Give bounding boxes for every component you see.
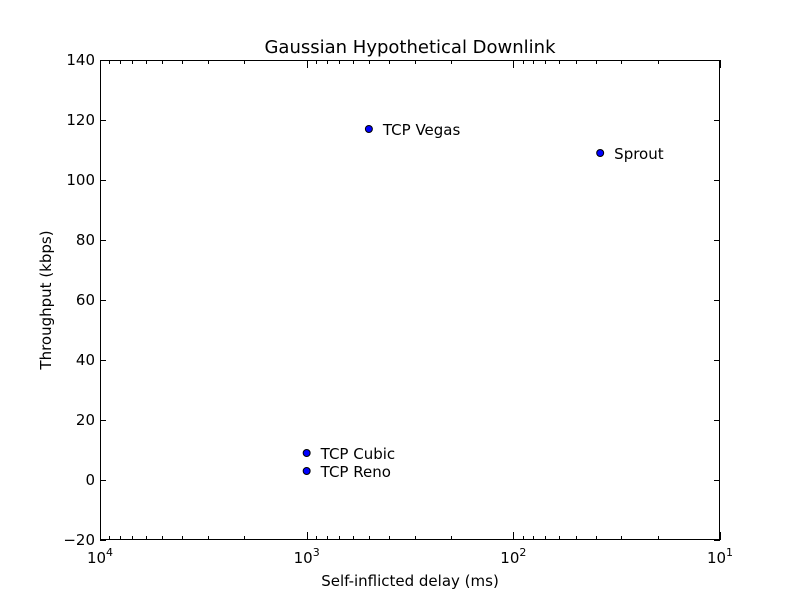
point-label: TCP Reno bbox=[320, 463, 391, 481]
x-tick-label: 101 bbox=[707, 546, 733, 567]
point-label: Sprout bbox=[614, 145, 664, 163]
point-label: TCP Cubic bbox=[320, 445, 396, 463]
x-tick-label: 104 bbox=[87, 546, 113, 567]
x-tick-label: 102 bbox=[500, 546, 526, 567]
data-point bbox=[302, 467, 311, 475]
y-tick-label: 100 bbox=[66, 171, 95, 189]
y-tick-label: 140 bbox=[66, 51, 95, 69]
data-point bbox=[364, 125, 373, 133]
point-label: TCP Vegas bbox=[382, 121, 461, 139]
x-tick-label: 103 bbox=[294, 546, 320, 567]
y-tick-label: 0 bbox=[85, 471, 95, 489]
data-point bbox=[596, 149, 605, 157]
y-axis-label: Throughput (kbps) bbox=[37, 230, 55, 370]
y-tick-label: 20 bbox=[76, 411, 95, 429]
chart-title: Gaussian Hypothetical Downlink bbox=[264, 37, 556, 58]
y-tick-label: 60 bbox=[76, 291, 95, 309]
x-axis-label: Self-inflicted delay (ms) bbox=[321, 572, 499, 590]
y-tick-label: 40 bbox=[76, 351, 95, 369]
y-tick-label: 120 bbox=[66, 111, 95, 129]
y-tick-labels: −20 0 20 40 60 80 100 120 140 bbox=[63, 51, 95, 549]
data-points bbox=[302, 125, 605, 475]
x-tick-labels: 104 103 102 101 bbox=[87, 546, 733, 567]
y-tick-label: 80 bbox=[76, 231, 95, 249]
data-point bbox=[302, 449, 311, 457]
axis-ticks bbox=[100, 60, 721, 541]
y-tick-label: −20 bbox=[63, 531, 95, 549]
